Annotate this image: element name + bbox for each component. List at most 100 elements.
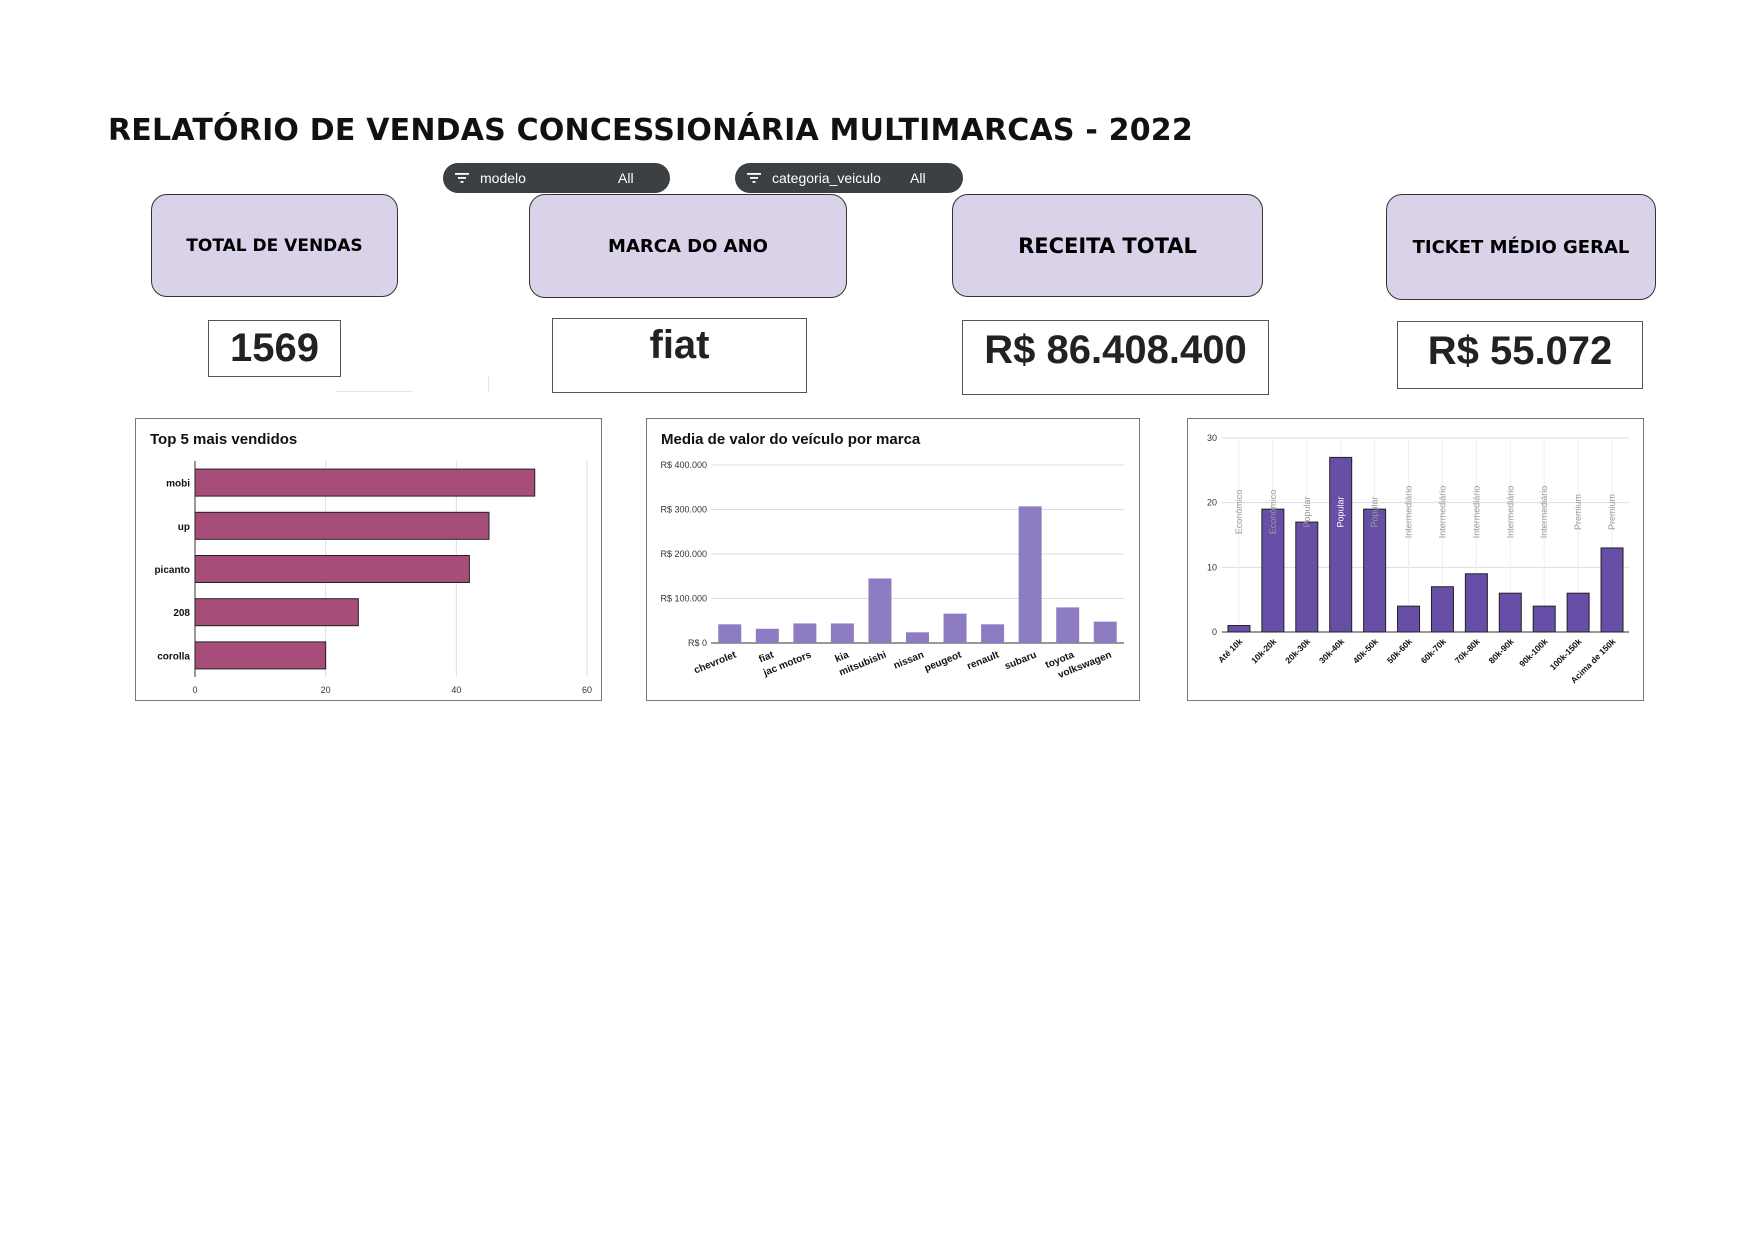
y-tick-label: 0: [1212, 627, 1217, 637]
x-tick-label: 70k-80k: [1453, 636, 1482, 665]
data-annotation: Popular: [1302, 496, 1312, 527]
bar: [943, 613, 967, 643]
data-annotation: Intermediário: [1539, 486, 1549, 539]
bar: [1430, 586, 1454, 633]
divider: [488, 377, 489, 393]
x-tick-label: 90k-100k: [1517, 636, 1550, 669]
chart-faixa: 0 10 20 30 Até 10k Econômico 10k-20k Econômico 2…: [1207, 433, 1629, 685]
y-tick-label: R$ 100.000: [660, 594, 707, 604]
filter-modelo-value[interactable]: All: [618, 170, 634, 186]
bar: [1056, 607, 1080, 643]
bar: [1363, 508, 1387, 633]
y-tick-label: picanto: [154, 565, 190, 576]
bar: [793, 623, 817, 643]
bar: [194, 598, 359, 627]
filter-icon: [455, 173, 469, 183]
y-tick-label: 30: [1207, 433, 1217, 443]
y-tick-label: mobi: [166, 479, 190, 490]
y-tick-label: 20: [1207, 498, 1217, 508]
bar: [868, 578, 892, 643]
data-annotation: Econômico: [1268, 490, 1278, 535]
chart-top5-title: Top 5 mais vendidos: [150, 431, 298, 448]
chart-top5: 0 20 40 60 mobi up picanto 208 corolla: [154, 461, 592, 695]
bar: [1498, 592, 1522, 633]
data-annotation: Intermediário: [1404, 486, 1414, 539]
bar: [830, 623, 854, 643]
data-annotation: Intermediário: [1437, 486, 1447, 539]
x-tick-label: 80k-90k: [1487, 636, 1516, 665]
kpi-total-vendas-value: 1569: [208, 320, 341, 377]
y-tick-label: 208: [173, 608, 190, 619]
x-tick-label: 60: [582, 685, 592, 695]
x-tick-label: 100k-150k: [1548, 636, 1584, 672]
chart-top5-panel: Top 5 mais vendidos 0 20 40 60 mobi up picanto…: [135, 418, 602, 701]
y-tick-label: R$ 300.000: [660, 505, 707, 515]
bar: [1295, 521, 1319, 633]
chart-faixa-panel: 0 10 20 30 Até 10k Econômico 10k-20k Econômico 2…: [1187, 418, 1644, 701]
bar: [755, 628, 779, 643]
chart-media-marca-panel: Media de valor do veículo por marca R$ 0…: [646, 418, 1140, 701]
x-tick-label: 60k-70k: [1419, 636, 1448, 665]
x-tick-label: renault: [966, 649, 1002, 672]
bar: [1329, 456, 1353, 633]
x-tick-label: 0: [192, 685, 197, 695]
bar: [1018, 506, 1042, 643]
y-tick-label: R$ 0: [688, 638, 707, 648]
y-tick-label: R$ 200.000: [660, 549, 707, 559]
kpi-ticket-value: R$ 55.072: [1397, 321, 1643, 389]
bar: [718, 624, 742, 643]
x-tick-label: fiat: [757, 649, 776, 665]
bar: [194, 468, 536, 497]
x-tick-label: peugeot: [923, 649, 964, 674]
bar: [194, 511, 490, 540]
data-annotation: Intermediário: [1505, 486, 1515, 539]
x-tick-label: kia: [834, 649, 851, 665]
filter-icon: [747, 173, 761, 183]
x-tick-label: 20k-30k: [1283, 636, 1312, 665]
x-tick-label: Até 10k: [1216, 636, 1245, 665]
kpi-total-vendas-header: TOTAL DE VENDAS: [151, 194, 398, 297]
bar: [1532, 605, 1556, 633]
bar: [1600, 547, 1624, 633]
bar: [906, 632, 929, 643]
bar: [1566, 592, 1590, 633]
filter-modelo[interactable]: modelo All: [443, 163, 670, 193]
bar: [1227, 625, 1251, 633]
y-tick-label: corolla: [157, 651, 190, 662]
x-tick-label: 50k-60k: [1385, 636, 1414, 665]
bar: [1397, 605, 1421, 633]
data-annotation: Intermediário: [1471, 486, 1481, 539]
chart-media-marca-title: Media de valor do veículo por marca: [661, 431, 921, 448]
y-tick-label: 10: [1207, 562, 1217, 572]
bar: [194, 641, 327, 670]
data-annotation: Premium: [1573, 494, 1583, 530]
filter-categoria-label: categoria_veiculo: [772, 170, 881, 186]
bar: [1261, 508, 1285, 633]
page-title: RELATÓRIO DE VENDAS CONCESSIONÁRIA MULTI…: [108, 113, 1193, 148]
kpi-marca-ano-header: MARCA DO ANO: [529, 194, 847, 298]
x-tick-label: nissan: [892, 650, 926, 672]
filter-modelo-label: modelo: [480, 170, 526, 186]
kpi-receita-header: RECEITA TOTAL: [952, 194, 1263, 297]
y-tick-label: R$ 400.000: [660, 460, 707, 470]
x-tick-label: 10k-20k: [1249, 636, 1278, 665]
x-tick-label: 40k-50k: [1351, 636, 1380, 665]
data-annotation: Popular: [1336, 496, 1346, 527]
kpi-marca-ano-value: fiat: [552, 318, 807, 393]
y-tick-label: up: [178, 522, 190, 533]
data-annotation: Premium: [1607, 494, 1617, 530]
filter-categoria-value[interactable]: All: [910, 170, 926, 186]
data-annotation: Popular: [1370, 496, 1380, 527]
bar: [194, 555, 470, 583]
divider: [335, 391, 413, 392]
x-tick-label: chevrolet: [693, 649, 739, 676]
bar: [1093, 621, 1117, 643]
filter-categoria-veiculo[interactable]: categoria_veiculo All: [735, 163, 963, 193]
bar: [1464, 573, 1488, 633]
kpi-ticket-header: TICKET MÉDIO GERAL: [1386, 194, 1656, 300]
x-tick-label: 30k-40k: [1317, 636, 1346, 665]
bar: [981, 624, 1005, 643]
x-tick-label: 40: [451, 685, 461, 695]
kpi-receita-value: R$ 86.408.400: [962, 320, 1269, 395]
x-tick-label: subaru: [1003, 650, 1038, 673]
